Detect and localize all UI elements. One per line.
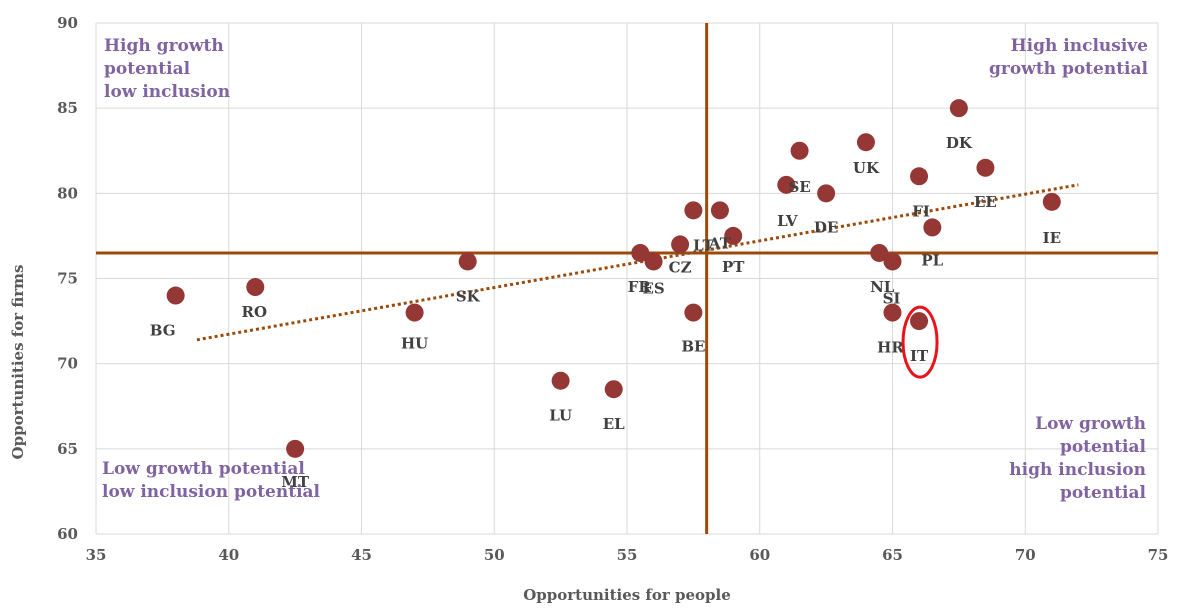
data-point-ee bbox=[976, 158, 995, 177]
highlight-ellipse bbox=[901, 305, 939, 379]
point-label-pt: PT bbox=[722, 258, 745, 276]
x-tick-label: 60 bbox=[749, 546, 770, 564]
y-tick-label: 75 bbox=[57, 270, 78, 288]
quadrant-label-bottom-right: Low growth potential high inclusion potenti… bbox=[1009, 414, 1146, 503]
point-label-be: BE bbox=[681, 338, 705, 356]
point-label-lu: LU bbox=[549, 407, 572, 425]
x-tick-label: 75 bbox=[1148, 546, 1169, 564]
data-point-fr bbox=[631, 243, 650, 262]
point-label-es: ES bbox=[642, 279, 664, 297]
y-axis-ticks: 60 65 70 75 80 85 90 bbox=[57, 14, 78, 543]
point-label-uk: UK bbox=[853, 159, 880, 177]
gridlines bbox=[95, 22, 1159, 535]
data-point-si bbox=[883, 252, 902, 271]
y-tick-label: 70 bbox=[57, 355, 78, 373]
point-label-cz: CZ bbox=[669, 258, 692, 276]
data-point-hu bbox=[405, 303, 424, 322]
data-point-bg bbox=[166, 286, 185, 305]
point-label-ee: EE bbox=[974, 193, 997, 211]
y-tick-label: 65 bbox=[57, 440, 78, 458]
point-label-ie: IE bbox=[1043, 229, 1061, 247]
data-point-ie bbox=[1042, 192, 1061, 211]
data-point-sk bbox=[458, 252, 477, 271]
data-point-lv bbox=[777, 175, 796, 194]
point-label-ro: RO bbox=[242, 303, 268, 321]
data-point-fi bbox=[910, 167, 929, 186]
x-tick-label: 55 bbox=[617, 546, 638, 564]
data-point-de bbox=[817, 184, 836, 203]
x-tick-label: 70 bbox=[1015, 546, 1036, 564]
data-point-pl bbox=[923, 218, 942, 237]
data-point-be bbox=[684, 303, 703, 322]
x-tick-label: 45 bbox=[351, 546, 372, 564]
reference-lines bbox=[96, 23, 1158, 534]
trendline-line bbox=[196, 183, 1079, 342]
x-tick-label: 40 bbox=[218, 546, 239, 564]
y-axis-title: Opportunities for firms bbox=[9, 265, 27, 460]
quadrant-annotations: High growth potential low inclusion High in… bbox=[102, 36, 1149, 503]
quadrant-label-bottom-left: Low growth potential low inclusion potent… bbox=[102, 459, 321, 502]
point-label-lt: LT bbox=[693, 236, 714, 254]
x-tick-label: 35 bbox=[86, 546, 107, 564]
data-point-hr bbox=[883, 303, 902, 322]
point-label-si: SI bbox=[883, 289, 901, 307]
point-label-sk: SK bbox=[456, 287, 481, 305]
point-label-fr: FR bbox=[628, 278, 652, 296]
data-point-es bbox=[644, 252, 663, 271]
highlight bbox=[901, 305, 939, 379]
trendline bbox=[196, 183, 1079, 342]
data-point-dk bbox=[949, 99, 968, 118]
y-tick-label: 85 bbox=[57, 99, 78, 117]
point-label-bg: BG bbox=[150, 322, 176, 340]
data-point-ro bbox=[246, 278, 265, 297]
point-label-fi: FI bbox=[912, 202, 930, 220]
data-point-pt bbox=[724, 226, 743, 245]
data-point-lu bbox=[551, 371, 570, 390]
x-tick-label: 65 bbox=[882, 546, 903, 564]
x-tick-label: 50 bbox=[484, 546, 505, 564]
data-point-el bbox=[604, 380, 623, 399]
y-tick-label: 80 bbox=[57, 184, 78, 202]
data-point-it bbox=[910, 312, 929, 331]
point-label-it: IT bbox=[910, 347, 929, 365]
data-point-mt bbox=[286, 439, 305, 458]
y-tick-label: 60 bbox=[57, 525, 78, 543]
point-label-el: EL bbox=[603, 415, 625, 433]
quadrant-label-top-left: High growth potential low inclusion bbox=[104, 36, 230, 102]
point-label-at: AT bbox=[708, 234, 732, 252]
point-label-mt: MT bbox=[281, 473, 310, 491]
point-label-dk: DK bbox=[946, 134, 973, 152]
point-label-lv: LV bbox=[777, 212, 798, 230]
y-tick-label: 90 bbox=[57, 14, 78, 32]
data-point-cz bbox=[671, 235, 690, 254]
quadrant-label-top-right: High inclusive growth potential bbox=[989, 36, 1149, 79]
x-axis-title: Opportunities for people bbox=[523, 586, 731, 604]
data-point-at bbox=[710, 201, 729, 220]
data-point-lt bbox=[684, 201, 703, 220]
data-points bbox=[166, 99, 1061, 458]
point-label-nl: NL bbox=[870, 278, 895, 296]
data-point-nl bbox=[870, 243, 889, 262]
point-label-de: DE bbox=[814, 218, 838, 236]
point-label-pl: PL bbox=[921, 251, 943, 269]
point-label-hu: HU bbox=[401, 335, 428, 353]
point-label-se: SE bbox=[788, 178, 810, 196]
x-axis-ticks: 35 40 45 50 55 60 65 70 75 bbox=[86, 546, 1169, 564]
data-point-uk bbox=[856, 133, 875, 152]
data-point-se bbox=[790, 141, 809, 160]
point-label-hr: HR bbox=[877, 339, 904, 357]
